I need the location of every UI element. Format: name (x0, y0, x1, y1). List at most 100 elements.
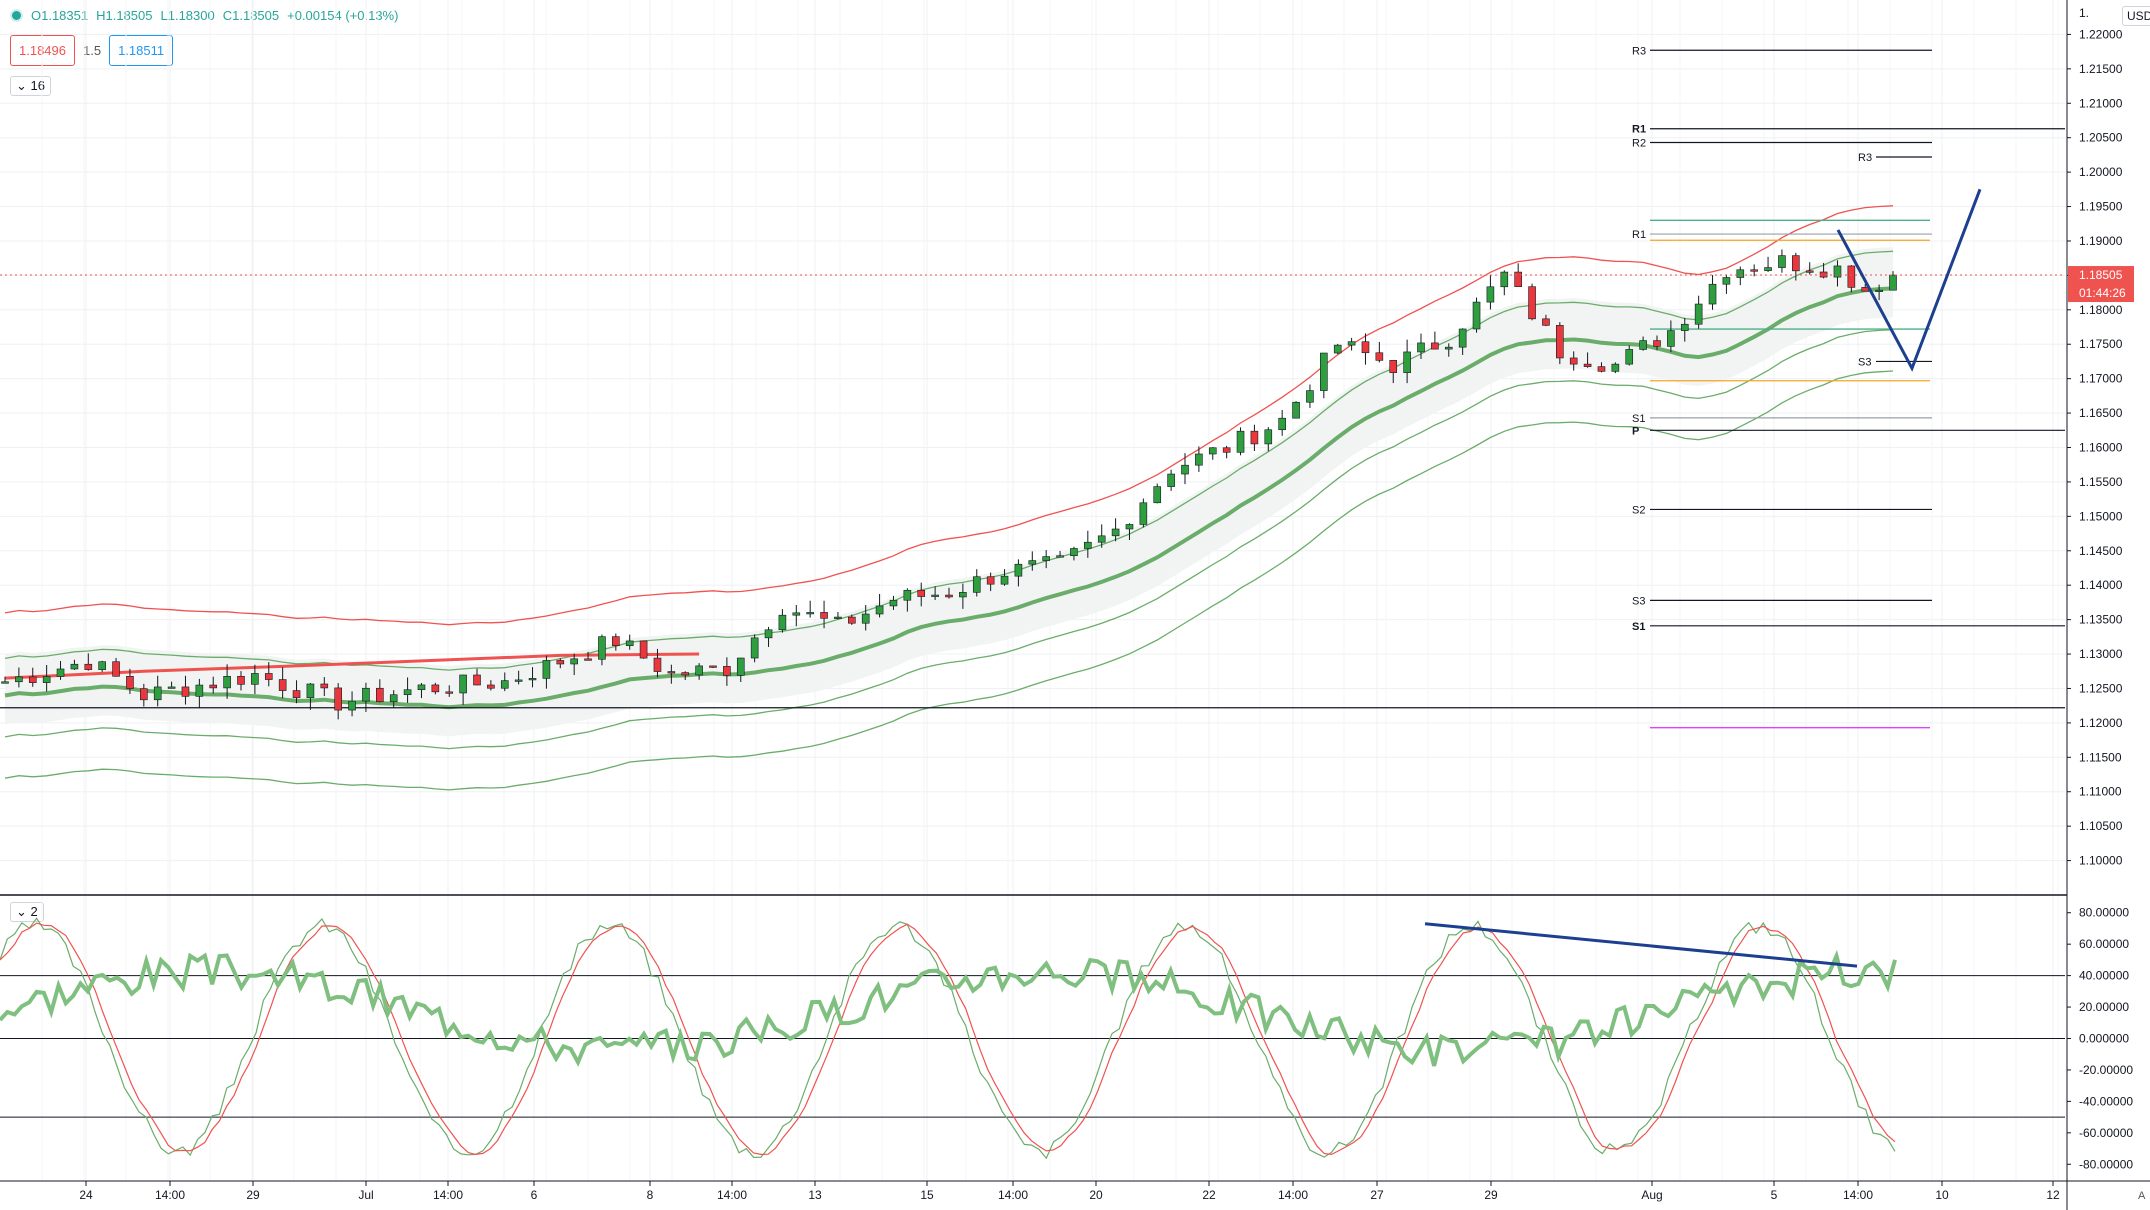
candle-body (195, 684, 204, 697)
candle-body (1181, 464, 1189, 475)
osc-indicator-count: 2 (30, 904, 38, 919)
candle-body (1458, 328, 1467, 348)
candle-body (181, 686, 190, 697)
osc-tick-label: 0.000000 (2079, 1032, 2129, 1046)
candle-body (1056, 555, 1064, 558)
candle-body (237, 676, 245, 685)
candle-body (209, 684, 218, 689)
candle-body (70, 663, 79, 670)
price-tick-label: 1.11000 (2079, 785, 2122, 799)
price-tick-label: 1.10000 (2079, 854, 2123, 868)
candle-body (15, 676, 23, 683)
time-tick-label: 14:00 (433, 1188, 463, 1202)
price-tick-label: 1.17000 (2079, 372, 2123, 386)
price-tick-label: 1.20000 (2079, 165, 2123, 179)
time-tick-label: 29 (1484, 1188, 1498, 1202)
candle-body (389, 694, 398, 703)
currency-button[interactable]: USD (2122, 6, 2150, 26)
candle-body (639, 640, 648, 659)
high-value: H1.18505 (96, 8, 153, 23)
candle-body (1153, 486, 1162, 504)
candle-body (1792, 255, 1800, 272)
time-tick-label: 14:00 (998, 1188, 1028, 1202)
price-tick-label: 1.15000 (2079, 509, 2123, 523)
candle-body (848, 616, 856, 624)
candle-body (1084, 541, 1092, 549)
candle-body (84, 663, 93, 670)
time-tick-label: 13 (808, 1188, 822, 1202)
candle-body (292, 690, 301, 699)
projection-path (1836, 188, 1982, 372)
candle-body (112, 661, 120, 677)
candle-body (473, 674, 481, 686)
low-value: L1.18300 (160, 8, 215, 23)
price-tick-label: 1.18000 (2079, 303, 2123, 317)
candle-body (778, 614, 787, 631)
candle-body (1583, 363, 1592, 367)
buy-button[interactable]: 1.18511 (109, 35, 174, 66)
candles (1, 249, 1897, 720)
candle-body (1222, 447, 1231, 453)
auto-scale-button[interactable]: A (2138, 1190, 2146, 1202)
candle-body (1472, 301, 1481, 330)
candle-body (1764, 267, 1772, 271)
main-indicators-toggle[interactable]: ⌄ 16 (10, 76, 51, 96)
pivot-label: R3 (1858, 152, 1872, 164)
candle-body (1514, 271, 1522, 287)
candle-body (1361, 341, 1370, 354)
candle-body (1028, 560, 1037, 565)
candle-body (959, 592, 967, 598)
price-tick-label: 1.12500 (2079, 681, 2123, 695)
candle-body (695, 665, 703, 676)
candle-body (528, 678, 537, 681)
candle-body (500, 680, 509, 689)
candle-body (278, 679, 287, 691)
time-tick-label: 14:00 (717, 1188, 747, 1202)
candle-body (348, 700, 356, 711)
osc-tick-label: 60.00000 (2079, 937, 2129, 951)
price-tick-label: 1.17500 (2079, 337, 2123, 351)
candle-body (1042, 556, 1050, 561)
osc-indicators-toggle[interactable]: ⌄ 2 (10, 902, 44, 922)
candle-body (1694, 303, 1703, 325)
candle-body (723, 666, 731, 676)
main-indicator-count: 16 (30, 78, 45, 93)
candle-body (1542, 318, 1550, 326)
candle-body (251, 673, 259, 685)
lower-band-outer (4, 370, 1894, 791)
candle-body (1208, 447, 1217, 455)
pivot-label: S2 (1632, 504, 1645, 516)
bollinger-bands (4, 205, 1894, 791)
price-tick-label: 1. (2079, 6, 2089, 20)
candle-body (917, 589, 926, 597)
candle-body (681, 672, 690, 676)
candle-body (1875, 289, 1883, 292)
candle-body (1833, 265, 1842, 278)
candle-body (264, 673, 273, 680)
grid (0, 0, 2065, 1180)
candle-body (612, 636, 620, 646)
osc-tick-label: 80.00000 (2079, 906, 2129, 920)
pivot-label: S3 (1858, 356, 1871, 368)
time-tick-label: 27 (1370, 1188, 1384, 1202)
candle-body (56, 668, 65, 677)
candle-body (986, 576, 995, 585)
candle-body (820, 612, 828, 619)
moving-average (4, 286, 1894, 710)
oscillator-pane (0, 917, 2065, 1160)
price-tick-label: 1.14000 (2079, 578, 2123, 592)
symbol-status-icon (10, 9, 23, 22)
pivot-label: R1 (1632, 124, 1646, 136)
candle-body (584, 658, 592, 661)
candle-body (792, 612, 801, 616)
time-tick-label: 15 (920, 1188, 934, 1202)
band-fill (5, 247, 1893, 737)
candle-body (1431, 342, 1439, 350)
time-tick-label: 6 (531, 1188, 538, 1202)
pivot-label: S3 (1632, 595, 1645, 607)
pivot-label: R1 (1632, 229, 1646, 241)
candle-body (514, 679, 523, 682)
price-tick-label: 1.10500 (2079, 819, 2123, 833)
